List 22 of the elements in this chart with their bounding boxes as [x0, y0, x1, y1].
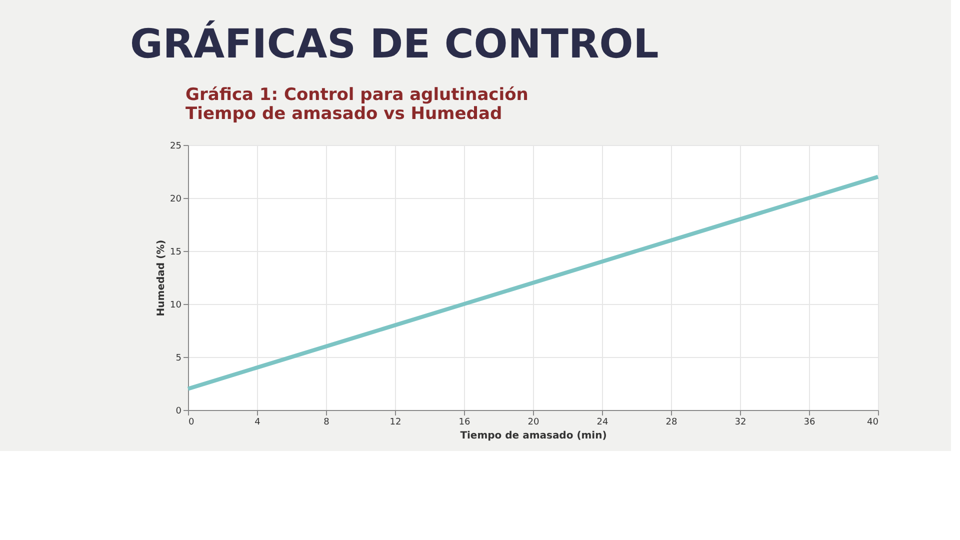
y-axis-title: Humedad (%) — [156, 240, 168, 316]
x-tick-label: 12 — [390, 418, 402, 428]
y-tick-label: 10 — [170, 300, 182, 310]
chart-title: GRÁFICAS DE CONTROL — [130, 20, 659, 68]
line-series — [186, 174, 880, 391]
x-tick-label: 32 — [734, 418, 746, 428]
x-tick-label: 20 — [528, 418, 540, 428]
y-tick-label: 15 — [170, 248, 182, 258]
x-tick-label: 4 — [254, 418, 261, 428]
x-axis-title: Tiempo de amasado (min) — [460, 430, 607, 442]
x-tick-label: 36 — [804, 418, 816, 428]
x-tick-label: 16 — [458, 418, 470, 428]
x-tick-label: 8 — [324, 418, 330, 428]
y-tick-label: 25 — [170, 142, 182, 152]
y-tick-label: 0 — [176, 406, 182, 416]
x-tick-label: 40 — [867, 418, 879, 428]
y-tick-label: 5 — [176, 354, 182, 364]
x-tick-label: 0 — [188, 418, 194, 428]
y-tick-label: 20 — [170, 194, 182, 204]
x-tick-label: 28 — [666, 418, 678, 428]
x-tick-label: 24 — [596, 418, 608, 428]
chart-subtitle: Gráfica 1: Control para aglutinación Tiempo de amasado vs Humedad — [186, 85, 528, 124]
